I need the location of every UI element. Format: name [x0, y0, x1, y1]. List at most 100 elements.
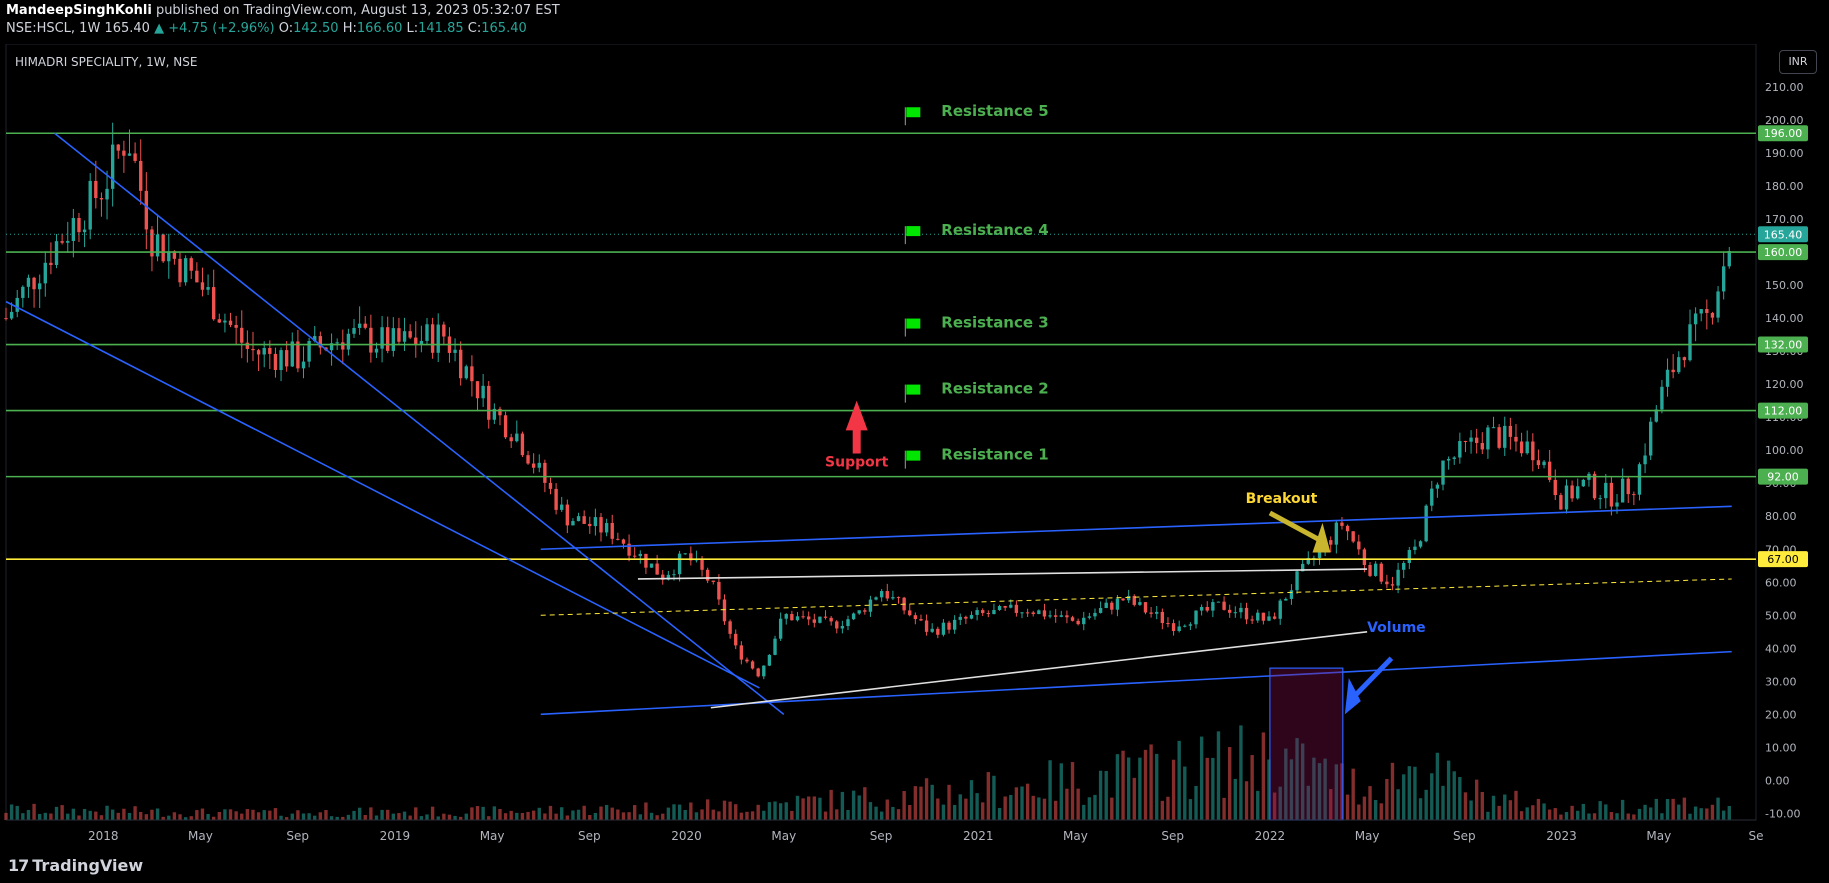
- y-tick-label: 100.00: [1765, 444, 1804, 457]
- chart-area[interactable]: Resistance 5 Resistance 4 Resistance 3 Resi…: [0, 43, 1829, 850]
- close-value: 165.40: [481, 21, 527, 36]
- candle-body: [397, 328, 401, 342]
- candle-body: [408, 331, 412, 338]
- volume-bar: [43, 812, 47, 820]
- channel-lower: [5, 300, 760, 689]
- y-tick-label: 150.00: [1765, 279, 1804, 292]
- candle-body: [1390, 584, 1395, 586]
- volume-bar: [1160, 800, 1165, 820]
- candle-body: [1272, 616, 1277, 619]
- candle-body: [818, 616, 822, 623]
- volume-bar: [1329, 789, 1333, 820]
- volume-bar: [408, 815, 412, 820]
- candle-body: [1559, 495, 1563, 510]
- volume-bar: [1009, 794, 1013, 820]
- candle-body: [307, 341, 311, 362]
- candle-body: [391, 328, 396, 351]
- volume-bar: [212, 816, 216, 820]
- volume-bar: [515, 812, 519, 820]
- volume-bar: [1424, 789, 1428, 820]
- candle-body: [1025, 612, 1030, 614]
- level-price-label: 92.00: [1767, 471, 1799, 484]
- candle-body: [54, 241, 59, 265]
- published-text: published on TradingView.com, August 13,…: [155, 3, 560, 18]
- candle-body: [1519, 441, 1524, 454]
- volume-bar: [1138, 757, 1142, 820]
- candle-body: [436, 324, 440, 353]
- volume-arrowhead: [1344, 678, 1361, 715]
- volume-bar: [1317, 763, 1322, 820]
- candle-body: [1637, 464, 1642, 495]
- candle-body: [997, 606, 1002, 611]
- candle-body: [481, 385, 485, 399]
- candle-body: [99, 197, 104, 200]
- candle-body: [1474, 437, 1479, 444]
- candle-body: [1430, 488, 1434, 506]
- volume-bar: [1256, 790, 1260, 820]
- publisher-line: MandeepSinghKohli published on TradingVi…: [6, 3, 560, 18]
- ohlc-line: NSE:HSCL, 1W 165.40 ▲ +4.75 (+2.96%) O:1…: [6, 21, 527, 36]
- candle-body: [49, 262, 53, 265]
- candle-body: [840, 625, 845, 629]
- candle-body: [885, 591, 889, 599]
- volume-bar: [1632, 814, 1636, 820]
- x-tick-label: May: [1646, 829, 1671, 843]
- price-chart[interactable]: Resistance 5 Resistance 4 Resistance 3 Resi…: [0, 43, 1829, 850]
- level-price-label-bg: [1758, 125, 1808, 142]
- volume-bar: [66, 813, 70, 820]
- volume-bar: [183, 817, 188, 820]
- volume-bar: [357, 807, 362, 820]
- candle-body: [150, 229, 154, 257]
- candle-body: [1424, 505, 1428, 542]
- candle-body: [981, 610, 985, 614]
- white-rising-trend: [710, 631, 1368, 709]
- volume-bar: [717, 811, 721, 820]
- currency-button[interactable]: INR: [1779, 50, 1817, 74]
- candle-body: [21, 286, 25, 298]
- y-tick-label: 10.00: [1765, 741, 1797, 754]
- candle-body: [644, 553, 648, 568]
- volume-bar: [94, 811, 98, 820]
- volume-bar: [1312, 757, 1316, 820]
- y-tick-label: 20.00: [1765, 708, 1797, 721]
- candle-body: [795, 616, 800, 621]
- volume-bar: [1345, 794, 1350, 820]
- last-price-label: 165.40: [1764, 228, 1803, 241]
- candle-body: [683, 553, 687, 555]
- candle-body: [1699, 309, 1703, 314]
- candle-body: [1070, 617, 1075, 621]
- symbol-label: NSE:HSCL, 1W: [6, 21, 101, 36]
- candle-body: [1340, 522, 1344, 526]
- candle-body: [1295, 571, 1299, 591]
- candle-body: [167, 251, 171, 262]
- volume-bar: [1536, 798, 1541, 820]
- candle-body: [183, 258, 188, 283]
- flag-icon: [906, 450, 921, 461]
- volume-bar: [863, 787, 867, 820]
- volume-bar: [1267, 759, 1271, 820]
- candle-body: [1362, 549, 1367, 566]
- candle-body: [1682, 357, 1687, 361]
- volume-bar: [1250, 755, 1254, 820]
- volume-bar: [458, 816, 463, 820]
- volume-bar: [745, 811, 749, 820]
- tradingview-logo[interactable]: 17 TradingView: [8, 856, 143, 875]
- candle-body: [1620, 478, 1625, 503]
- volume-bar: [756, 804, 760, 820]
- volume-bar: [683, 809, 687, 820]
- volume-bar: [1514, 790, 1518, 820]
- candle-body: [1368, 565, 1372, 576]
- candle-body: [189, 258, 193, 271]
- candle-body: [571, 521, 575, 526]
- candle-body: [1284, 598, 1288, 601]
- volume-bar: [1435, 752, 1440, 820]
- volume-bar: [26, 809, 31, 820]
- candle-body: [94, 180, 98, 198]
- candle-body: [857, 610, 861, 614]
- volume-bar: [661, 813, 665, 820]
- candle-body: [851, 613, 856, 620]
- publisher-name[interactable]: MandeepSinghKohli: [6, 3, 152, 18]
- x-tick-label: May: [188, 829, 213, 843]
- candle-body: [1183, 625, 1187, 627]
- candle-body: [1098, 607, 1103, 613]
